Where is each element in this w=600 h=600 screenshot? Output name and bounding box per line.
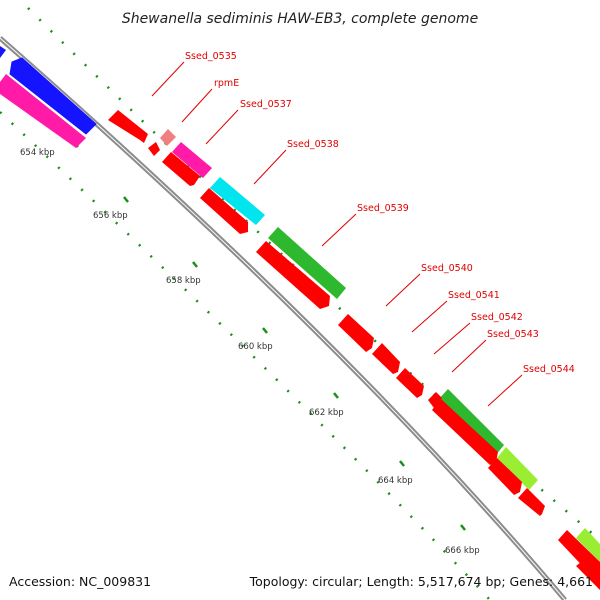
tick-mark <box>460 524 466 531</box>
tick-mark <box>262 327 268 334</box>
tick-label-658: 658 kbp <box>166 276 201 286</box>
accession-label: Accession: NC_009831 <box>9 574 151 589</box>
gene-red-5 <box>488 458 522 495</box>
inner-track-genes <box>0 74 600 590</box>
outer-track-genes <box>0 46 600 562</box>
gene-Ssed_0538 <box>210 177 265 225</box>
gene-Ssed_0537 <box>172 142 212 178</box>
gene-Ssed_0539 <box>268 227 346 299</box>
tick-mark <box>192 261 198 268</box>
gene-lime-1 <box>497 447 538 490</box>
gene-label-Ssed_0544: Ssed_0544 <box>523 364 575 375</box>
gene-Ssed_0541 <box>372 343 400 374</box>
gene-pink-left <box>0 74 86 148</box>
gene-blue-edge <box>0 46 6 58</box>
gene-red-2 <box>200 188 248 234</box>
leader-Ssed_0544 <box>487 374 523 407</box>
gene-label-Ssed_0542: Ssed_0542 <box>471 312 523 323</box>
tick-label-662: 662 kbp <box>309 408 344 418</box>
gene-red-long <box>432 399 498 465</box>
gene-red-3 <box>256 241 330 309</box>
leader-Ssed_0540 <box>385 273 421 307</box>
tick-label-654: 654 kbp <box>20 148 55 158</box>
gene-label-Ssed_0543: Ssed_0543 <box>487 329 539 340</box>
gene-label-Ssed_0535: Ssed_0535 <box>185 51 237 62</box>
leader-Ssed_0535 <box>151 61 185 97</box>
gene-Ssed_0543 <box>428 392 442 408</box>
gene-red-6 <box>518 488 545 516</box>
tick-mark <box>123 196 129 203</box>
gene-label-rpmE: rpmE <box>214 78 239 89</box>
tick-label-664: 664 kbp <box>378 476 413 486</box>
gene-label-Ssed_0540: Ssed_0540 <box>421 263 473 274</box>
gene-label-Ssed_0537: Ssed_0537 <box>240 99 292 110</box>
gene-blue-top <box>9 57 97 135</box>
scale-ticks <box>73 141 466 531</box>
gene-label-Ssed_0538: Ssed_0538 <box>287 139 339 150</box>
inner-dotted-ring <box>0 111 491 600</box>
gene-Ssed_0544 <box>438 389 504 456</box>
gene-red-1 <box>162 152 200 186</box>
leader-Ssed_0539 <box>321 213 357 247</box>
genome-summary-label: Topology: circular; Length: 5,517,674 bp… <box>249 574 593 589</box>
gene-rpmE <box>160 129 176 146</box>
leader-Ssed_0538 <box>253 149 287 185</box>
gene-red-tiny <box>148 142 160 156</box>
leader-Ssed_0541 <box>411 300 448 333</box>
tick-label-656: 656 kbp <box>93 211 128 221</box>
gene-Ssed_0540 <box>338 314 374 352</box>
genome-backbone-inner <box>0 37 566 600</box>
gene-lime-2 <box>576 528 600 562</box>
tick-mark <box>333 392 339 399</box>
gene-Ssed_0542 <box>396 368 424 398</box>
gene-Ssed_0535 <box>108 110 148 143</box>
gene-red-8 <box>576 558 600 590</box>
gene-label-Ssed_0539: Ssed_0539 <box>357 203 409 214</box>
leader-Ssed_0537 <box>205 109 239 145</box>
tick-mark <box>399 460 405 467</box>
tick-label-666: 666 kbp <box>445 546 480 556</box>
gene-label-Ssed_0541: Ssed_0541 <box>448 290 500 301</box>
leader-rpmE <box>181 88 213 123</box>
label-leader-lines <box>151 61 523 407</box>
leader-Ssed_0543 <box>451 339 487 373</box>
leader-Ssed_0542 <box>433 322 471 355</box>
tick-label-660: 660 kbp <box>238 342 273 352</box>
map-title: Shewanella sediminis HAW-EB3, complete g… <box>122 11 478 27</box>
